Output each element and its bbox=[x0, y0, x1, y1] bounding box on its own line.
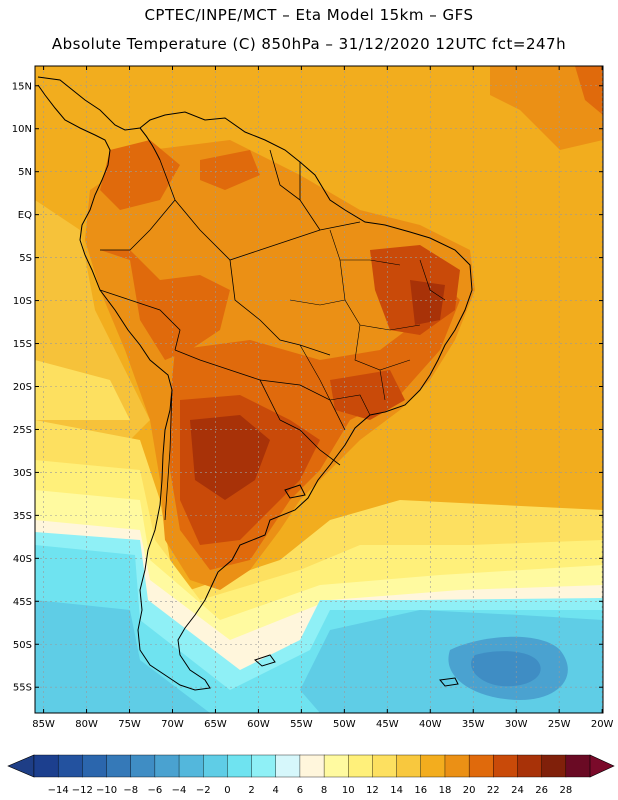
colorbar-label: 26 bbox=[535, 785, 548, 796]
colorbar-bin bbox=[468, 754, 494, 778]
colorbar-bin bbox=[57, 754, 83, 778]
colorbar-label: 0 bbox=[224, 785, 230, 796]
lat-label: EQ bbox=[18, 210, 32, 221]
colorbar-under-arrow bbox=[7, 754, 35, 778]
longitude-labels: 85W 80W 75W 70W 65W 60W 55W 50W 45W 40W 35W 30W 25W 2… bbox=[32, 66, 614, 730]
latitude-labels: 15N 10N 5N EQ 5S 10S 15S 20S 25S 30S 35S 40S 45S 50S 5… bbox=[12, 81, 603, 694]
colorbar-bin bbox=[493, 754, 518, 778]
colorbar-bin bbox=[33, 754, 59, 778]
colorbar-label: 4 bbox=[273, 785, 279, 796]
lon-label: 70W bbox=[161, 719, 184, 730]
lon-label: 80W bbox=[75, 719, 98, 730]
colorbar-label: 2 bbox=[248, 785, 254, 796]
colorbar-bin bbox=[372, 754, 398, 778]
lon-label: 40W bbox=[419, 719, 442, 730]
colorbar-label: 22 bbox=[487, 785, 500, 796]
state-borders bbox=[289, 229, 446, 416]
map-frame bbox=[34, 65, 604, 714]
lon-label: 25W bbox=[548, 719, 571, 730]
field-ne-hot bbox=[575, 66, 603, 115]
lon-label: 55W bbox=[290, 719, 313, 730]
colorbar-bin bbox=[348, 754, 373, 778]
field-cyan3-w bbox=[35, 600, 210, 713]
temperature-field bbox=[35, 66, 603, 713]
colorbar-bin bbox=[130, 754, 156, 778]
field-hot-peru bbox=[100, 250, 230, 360]
lon-label: 85W bbox=[32, 719, 55, 730]
lat-label: 5S bbox=[19, 253, 32, 264]
colorbar-bin bbox=[420, 754, 446, 778]
colorbar-label: −6 bbox=[147, 785, 162, 796]
colorbar-label: 20 bbox=[463, 785, 476, 796]
lat-label: 25S bbox=[13, 425, 32, 436]
lat-label: 20S bbox=[13, 382, 32, 393]
lat-label: 55S bbox=[13, 683, 32, 694]
colorbar-label: 14 bbox=[390, 785, 403, 796]
colorbar-label: 6 bbox=[297, 785, 303, 796]
colorbar-label: 12 bbox=[366, 785, 379, 796]
colorbar-bin bbox=[541, 754, 567, 778]
lon-label: 45W bbox=[376, 719, 399, 730]
lon-label: 60W bbox=[247, 719, 270, 730]
lon-label: 65W bbox=[204, 719, 227, 730]
lon-label: 50W bbox=[333, 719, 356, 730]
coastlines bbox=[37, 76, 473, 691]
colorbar-bin bbox=[565, 754, 591, 778]
colorbar-bin bbox=[178, 754, 204, 778]
map-title: CPTEC/INPE/MCT – Eta Model 15km – GFS bbox=[144, 6, 474, 24]
field-hotter-se bbox=[330, 370, 405, 420]
colorbar-label: 10 bbox=[342, 785, 355, 796]
colorbar-label: −2 bbox=[196, 785, 211, 796]
colorbar-label: 16 bbox=[414, 785, 427, 796]
colorbar-bin bbox=[444, 754, 470, 778]
colorbar-bin bbox=[299, 754, 325, 778]
lat-label: 10N bbox=[12, 124, 32, 135]
map-subtitle: Absolute Temperature (C) 850hPa – 31/12/… bbox=[51, 35, 567, 53]
colorbar-label: 24 bbox=[511, 785, 524, 796]
colorbar-labels: −14 −12 −10 −8 −6 −4 −2 0 2 4 6 8 10 12 14 16 18 20 22 24 26… bbox=[48, 785, 573, 796]
colorbar-over-arrow bbox=[589, 754, 615, 778]
colorbar-bin bbox=[106, 754, 132, 778]
country-borders bbox=[99, 149, 361, 521]
colorbar-label: −10 bbox=[96, 785, 117, 796]
colorbar-bin bbox=[82, 754, 108, 778]
lat-label: 10S bbox=[13, 296, 32, 307]
lon-label: 30W bbox=[505, 719, 528, 730]
field-pacific-mild2 bbox=[35, 360, 130, 420]
colorbar-bin bbox=[227, 754, 253, 778]
field-hottest-chaco bbox=[190, 415, 270, 500]
lon-label: 20W bbox=[591, 719, 614, 730]
lat-label: 15N bbox=[12, 81, 32, 92]
colorbar-bin bbox=[203, 754, 228, 778]
lat-label: 30S bbox=[13, 468, 32, 479]
colorbar-bin bbox=[396, 754, 422, 778]
lat-label: 45S bbox=[13, 597, 32, 608]
colorbar-label: 28 bbox=[559, 785, 572, 796]
lat-label: 15S bbox=[13, 339, 32, 350]
lon-label: 35W bbox=[462, 719, 485, 730]
field-hot-venezuela bbox=[200, 150, 260, 190]
colorbar-label: −12 bbox=[72, 785, 93, 796]
colorbar-bin bbox=[275, 754, 301, 778]
field-ne-warm bbox=[490, 66, 603, 150]
colorbar-label: 18 bbox=[439, 785, 452, 796]
colorbar-label: 8 bbox=[321, 785, 327, 796]
lat-label: 35S bbox=[13, 511, 32, 522]
lat-label: 50S bbox=[13, 640, 32, 651]
colorbar-bin bbox=[323, 754, 349, 778]
colorbar-label: −4 bbox=[172, 785, 187, 796]
lat-label: 5N bbox=[18, 167, 32, 178]
colorbar-bin bbox=[517, 754, 543, 778]
lon-label: 75W bbox=[118, 719, 141, 730]
field-blue2 bbox=[471, 651, 541, 687]
field-hottest-ne bbox=[410, 280, 445, 325]
colorbar-bin bbox=[251, 754, 277, 778]
field-andes-north-hot bbox=[100, 140, 180, 210]
colorbar-label: −8 bbox=[123, 785, 138, 796]
colorbar bbox=[7, 754, 615, 778]
colorbar-label: −14 bbox=[48, 785, 69, 796]
colorbar-bin bbox=[154, 754, 180, 778]
lat-label: 40S bbox=[13, 554, 32, 565]
